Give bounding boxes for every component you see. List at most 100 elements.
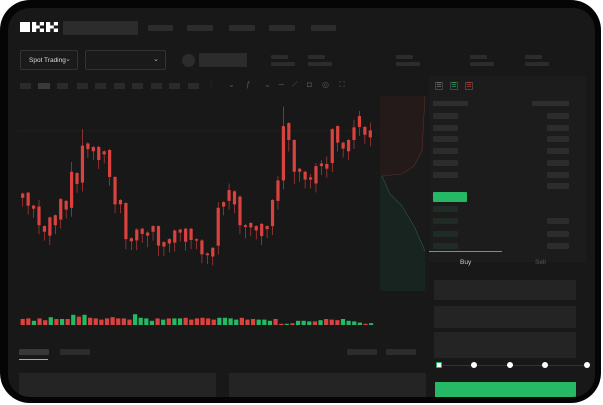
volume-bar — [99, 319, 104, 325]
indicator-icon[interactable]: ƒ — [246, 80, 251, 89]
amount-input[interactable] — [434, 306, 576, 328]
nav-item[interactable] — [187, 25, 213, 31]
volume-bar — [250, 319, 256, 325]
tab-sell[interactable]: Sell — [535, 259, 546, 266]
volume-bar — [239, 317, 244, 325]
interval-button[interactable] — [57, 83, 68, 89]
interval-button[interactable] — [20, 83, 31, 89]
candle-body — [216, 207, 220, 246]
tab-open-orders[interactable] — [19, 349, 49, 355]
last-price — [433, 192, 467, 202]
ruler-icon[interactable]: ⟋ — [292, 80, 298, 89]
volume-bar — [200, 317, 205, 325]
filter-button[interactable] — [386, 349, 416, 355]
candle-body — [173, 230, 177, 243]
total-input[interactable] — [434, 332, 576, 358]
tab-buy[interactable]: Buy — [460, 259, 472, 266]
volume-bar — [43, 320, 48, 325]
candle-body — [249, 223, 253, 228]
candle-body — [287, 123, 291, 140]
chevron-down-icon: ⌄ — [153, 56, 159, 63]
volume-bar — [166, 318, 171, 325]
interval-button[interactable] — [95, 83, 106, 89]
ask-price — [433, 148, 458, 155]
tab-order-history[interactable] — [60, 349, 90, 355]
price-input[interactable] — [434, 280, 576, 300]
pair-select[interactable]: ⌄ — [85, 50, 166, 70]
candle-type-icon[interactable]: ⫶ — [210, 80, 212, 89]
settings-icon[interactable]: ◎ — [322, 80, 329, 89]
candle-body — [336, 126, 340, 143]
nav-item[interactable] — [311, 25, 336, 31]
market-select[interactable]: Spot Trading ⌄ — [20, 50, 78, 70]
nav-item[interactable] — [229, 25, 255, 31]
candle-body — [205, 253, 209, 256]
buy-button[interactable] — [435, 382, 576, 397]
candle-body — [319, 163, 324, 167]
interval-button[interactable] — [114, 83, 125, 89]
nav-item[interactable] — [269, 25, 295, 31]
bid-price — [433, 242, 458, 249]
volume-bar — [172, 318, 177, 325]
interval-button[interactable] — [169, 83, 180, 89]
slider-stop[interactable] — [542, 362, 548, 368]
volume-bar — [206, 318, 211, 325]
candle-body — [265, 226, 269, 230]
candle-body — [48, 217, 52, 236]
volume-bar — [318, 320, 323, 325]
volume-bar — [368, 323, 374, 325]
filter-button[interactable] — [347, 349, 377, 355]
book-asks-icon[interactable]: ☰ — [465, 82, 473, 90]
volume-bar — [127, 319, 132, 325]
candle-body — [26, 192, 30, 206]
interval-button[interactable] — [132, 83, 143, 89]
candle-body — [118, 200, 123, 205]
line-icon[interactable]: ∼ — [278, 80, 285, 89]
candle-body — [124, 203, 128, 240]
fullscreen-icon[interactable]: ⛶ — [339, 80, 345, 89]
slider-stop[interactable] — [507, 362, 513, 368]
volume-bar — [138, 317, 143, 325]
interval-button[interactable] — [151, 83, 162, 89]
bid-price — [433, 206, 458, 212]
depth-chart — [380, 96, 428, 291]
book-both-icon[interactable]: ☰ — [435, 82, 443, 90]
chevron-down-icon[interactable]: ⌄ — [264, 80, 271, 89]
leverage-slider[interactable] — [436, 362, 590, 368]
candle-body — [146, 232, 150, 236]
volume-bar — [352, 321, 357, 325]
interval-button-active[interactable] — [38, 83, 50, 89]
candlestick-chart[interactable] — [18, 96, 381, 336]
volume-bar — [222, 317, 228, 325]
book-bids-icon[interactable]: ☰ — [450, 82, 458, 90]
candle-body — [357, 116, 362, 127]
chevron-down-icon[interactable]: ⌄ — [228, 80, 235, 89]
price-placeholder — [199, 53, 247, 67]
candle-body — [184, 228, 188, 242]
search-placeholder[interactable] — [63, 21, 138, 35]
volume-bar — [48, 317, 53, 325]
stat-value — [525, 62, 549, 66]
order-book: ☰ ☰ ☰ — [429, 76, 586, 262]
interval-button[interactable] — [188, 83, 199, 89]
okx-logo[interactable] — [20, 22, 58, 32]
slider-stop[interactable] — [584, 362, 590, 368]
candle-body — [325, 163, 329, 169]
candle-body — [53, 215, 57, 226]
ask-price — [433, 171, 458, 178]
candle-body — [167, 239, 171, 244]
nav-item[interactable] — [148, 25, 173, 31]
volume-bar — [301, 320, 306, 325]
volume-bar — [273, 319, 278, 325]
volume-bar — [177, 318, 183, 325]
volume-bar — [88, 317, 93, 325]
volume-bar — [335, 320, 340, 325]
camera-icon[interactable]: ◘ — [307, 80, 312, 89]
slider-stop[interactable] — [471, 362, 477, 368]
candle-body — [189, 228, 193, 240]
candle-body — [42, 226, 47, 232]
volume-bar — [26, 318, 31, 325]
interval-button[interactable] — [77, 83, 88, 89]
candle-body — [64, 200, 68, 210]
slider-handle[interactable] — [436, 362, 442, 368]
